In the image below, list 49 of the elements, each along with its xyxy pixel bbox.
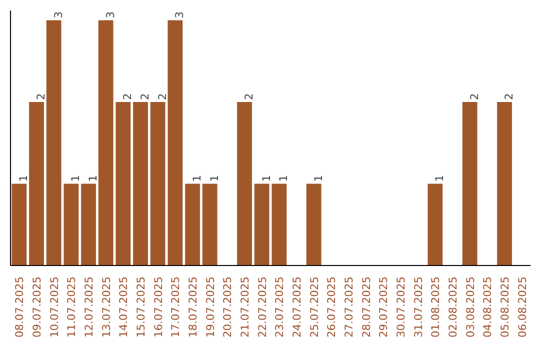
x-tick-label: 29.07.2025 [377, 276, 390, 338]
x-tick-label: 12.07.2025 [82, 276, 96, 338]
data-label: 2 [242, 93, 256, 100]
x-tick-label: 11.07.2025 [65, 276, 78, 338]
data-label: 1 [260, 174, 273, 182]
x-tick-label: 27.07.2025 [342, 276, 356, 338]
x-tick-label: 21.07.2025 [238, 276, 252, 338]
x-tick-label: 09.07.2025 [30, 276, 44, 338]
x-tick-label: 30.07.2025 [394, 276, 408, 338]
data-label: 2 [121, 93, 134, 100]
x-tick-label: 18.07.2025 [186, 276, 200, 338]
data-label: 1 [190, 174, 204, 182]
x-tick-label: 05.08.2025 [498, 276, 512, 338]
data-label: 2 [138, 93, 152, 100]
x-tick-label: 17.07.2025 [169, 276, 182, 338]
x-tick-label: 26.07.2025 [325, 276, 338, 338]
data-label: 1 [433, 174, 446, 182]
x-tick-label: 01.08.2025 [429, 276, 442, 338]
data-label: 1 [277, 174, 290, 182]
x-tick-label: 19.07.2025 [204, 276, 217, 338]
data-label: 1 [69, 174, 82, 182]
x-tick-label: 14.07.2025 [117, 276, 130, 338]
x-tick-label: 04.08.2025 [481, 276, 494, 338]
data-label: 3 [104, 12, 117, 18]
data-label: 1 [312, 174, 325, 182]
data-label: 2 [34, 93, 48, 100]
data-label: 1 [17, 174, 30, 182]
data-label: 1 [208, 174, 221, 182]
x-tick-label: 22.07.2025 [256, 276, 269, 338]
data-label: 2 [468, 93, 481, 100]
x-tick-label: 16.07.2025 [152, 276, 165, 338]
data-label: 2 [502, 93, 516, 100]
x-tick-label: 08.07.2025 [13, 276, 26, 338]
x-tick-label: 10.07.2025 [48, 276, 61, 338]
x-tick-label: 02.08.2025 [446, 276, 460, 338]
x-tick-label: 03.08.2025 [464, 276, 477, 338]
data-label: 3 [52, 12, 65, 18]
x-tick-label: 13.07.2025 [100, 276, 113, 338]
x-tick-label: 15.07.2025 [134, 276, 148, 338]
x-tick-label: 23.07.2025 [273, 276, 286, 338]
x-tick-label: 20.07.2025 [221, 276, 234, 338]
data-label: 2 [156, 93, 169, 100]
data-label: 1 [86, 174, 100, 182]
x-tick-label: 25.07.2025 [308, 276, 321, 338]
x-tick-label: 28.07.2025 [360, 276, 373, 338]
data-label: 3 [173, 12, 186, 18]
x-tick-label: 06.08.2025 [516, 276, 529, 338]
x-tick-label: 31.07.2025 [412, 276, 425, 338]
x-tick-label: 24.07.2025 [290, 276, 304, 338]
